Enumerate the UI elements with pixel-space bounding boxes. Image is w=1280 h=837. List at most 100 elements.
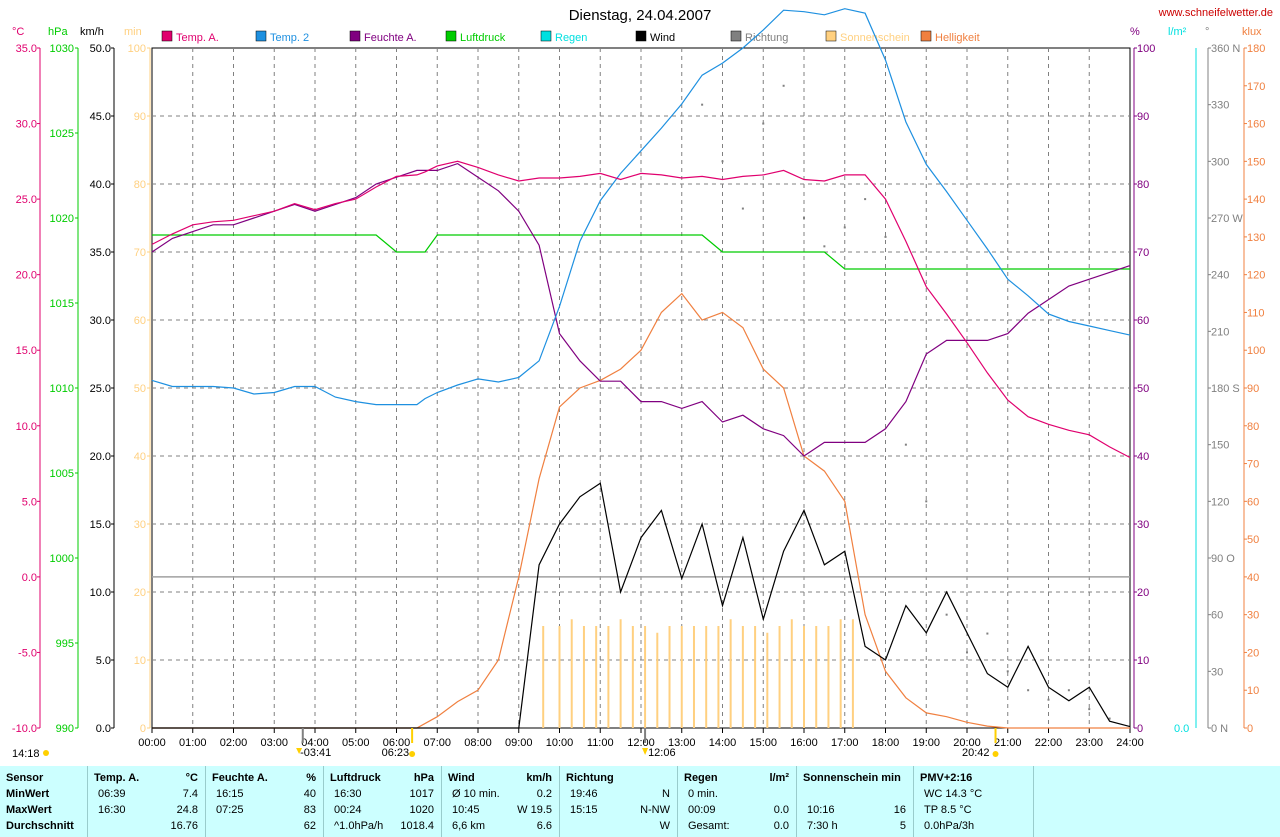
legend-label: Feuchte A. [364,32,417,44]
stats-value: 16.76 [170,820,198,832]
stats-time-value: WC 14.3 °C [924,788,983,800]
humidity-tick-label: 80 [1137,179,1149,191]
stats-column-title: Richtung [566,772,614,784]
pressure-tick-label: 1015 [50,298,74,310]
sunshine-tick-label: 60 [134,315,146,327]
stats-value: W 19.5 [517,804,552,816]
stats-row-label: MaxWert [6,804,52,816]
humidity-tick-label: 10 [1137,655,1149,667]
humidity-tick-label: 70 [1137,247,1149,259]
prev-time-label: 14:18 [12,748,40,760]
pressure-tick-label: 1005 [50,468,74,480]
temp-tick-label: 20.0 [16,270,37,282]
stats-column-title: Feuchte A. [212,772,268,784]
x-tick-label: 14:00 [709,737,737,749]
stats-value: 6.6 [536,820,552,832]
brightness-tick-label: 100 [1247,345,1265,357]
humidity-tick-label: 40 [1137,451,1149,463]
stats-value: 1017 [409,788,434,800]
temp-tick-label: 5.0 [22,496,37,508]
sunshine-tick-label: 90 [134,111,146,123]
direction-point [823,245,826,248]
legend-swatch [730,30,742,42]
sunshine-unit-label: min [124,26,142,38]
series-line-temp-a [151,160,1131,459]
legend-swatch [920,30,932,42]
x-tick-label: 17:00 [831,737,859,749]
site-link: www.schneifelwetter.de [1158,7,1273,19]
sunrise-time-label: 06:23 [382,747,410,759]
stats-column-unit: hPa [413,772,434,784]
stats-time-value: Gesamt: [688,820,730,832]
stats-time-value: 00:24 [334,804,362,816]
legend-label: Wind [650,32,675,44]
temp-unit-label: °C [12,26,24,38]
stats-time-value: 19:46 [570,788,598,800]
stats-value: 83 [303,804,316,816]
direction-unit-label: ° [1205,26,1209,38]
stats-value: 0.0 [773,804,789,816]
stats-value: N-NW [640,804,670,816]
stats-time-value: 16:30 [334,788,362,800]
noon-time-label: 12:06 [648,747,676,759]
stats-time-value: 7:30 h [807,820,838,832]
pressure-tick-label: 990 [56,723,74,735]
brightness-tick-label: 60 [1247,496,1259,508]
x-tick-label: 22:00 [1035,737,1063,749]
direction-tick-label: 240 [1211,270,1229,282]
pressure-tick-label: 1000 [50,553,74,565]
stats-value: 0.0 [773,820,789,832]
stats-time-value: 0 min. [688,788,718,800]
stats-column: Feuchte A.% 16:15 40 07:25 83 62 [206,766,324,837]
stats-value: 7.4 [182,788,198,800]
brightness-tick-label: 30 [1247,610,1259,622]
sunshine-tick-label: 10 [134,655,146,667]
stats-value: 1018.4 [400,820,434,832]
wind-tick-label: 10.0 [90,587,111,599]
stats-column: PMV+2:16 WC 14.3 °C TP 8.5 °C 0.0hPa/3h [914,766,1034,837]
brightness-tick-label: 170 [1247,81,1265,93]
brightness-tick-label: 160 [1247,119,1265,131]
legend-swatch [349,30,361,42]
stats-value: 62 [303,820,316,832]
stats-time-value: Ø 10 min. [452,788,500,800]
stats-value: 40 [303,788,316,800]
sunshine-tick-label: 50 [134,383,146,395]
direction-point [701,103,704,106]
wind-tick-label: 25.0 [90,383,111,395]
stats-time-value: 16:30 [98,804,126,816]
sunrise-icon [409,751,416,757]
direction-tick-label: 300 [1211,156,1229,168]
series-line-luftdruck [152,234,1130,270]
brightness-tick-label: 150 [1247,156,1265,168]
brightness-tick-label: 10 [1247,685,1259,697]
series-line-temp-2 [151,8,1131,406]
x-tick-label: 07:00 [423,737,451,749]
humidity-tick-label: 50 [1137,383,1149,395]
x-tick-label: 02:00 [220,737,248,749]
stats-column-title: Temp. A. [94,772,140,784]
direction-tick-label: 120 [1211,496,1229,508]
series-line-feuchte-a [151,162,1131,457]
stats-time-value: 10:45 [452,804,480,816]
x-tick-label: 23:00 [1075,737,1103,749]
pressure-tick-label: 1010 [50,383,74,395]
direction-point [782,84,785,87]
stats-column-unit: % [306,772,316,784]
brightness-tick-label: 70 [1247,459,1259,471]
stats-row-label: MinWert [6,788,50,800]
direction-point [1067,689,1070,692]
pressure-unit-label: hPa [48,26,68,38]
temp-tick-label: 35.0 [16,43,37,55]
direction-point [1006,670,1009,673]
direction-point [741,207,744,210]
sun-icon [43,750,49,756]
direction-point [1047,698,1050,701]
temp-tick-label: 30.0 [16,119,37,131]
stats-value: 5 [899,820,906,832]
stats-time-value: 6,6 km [452,820,486,832]
stats-column: Regen l/m² 0 min. 00:09 0.0 Gesamt: 0.0 [678,766,797,837]
humidity-tick-label: 100 [1137,43,1155,55]
temp-tick-label: 15.0 [16,345,37,357]
stats-column: Sonnenschein min 10:16 16 7:30 h 5 [797,766,914,837]
